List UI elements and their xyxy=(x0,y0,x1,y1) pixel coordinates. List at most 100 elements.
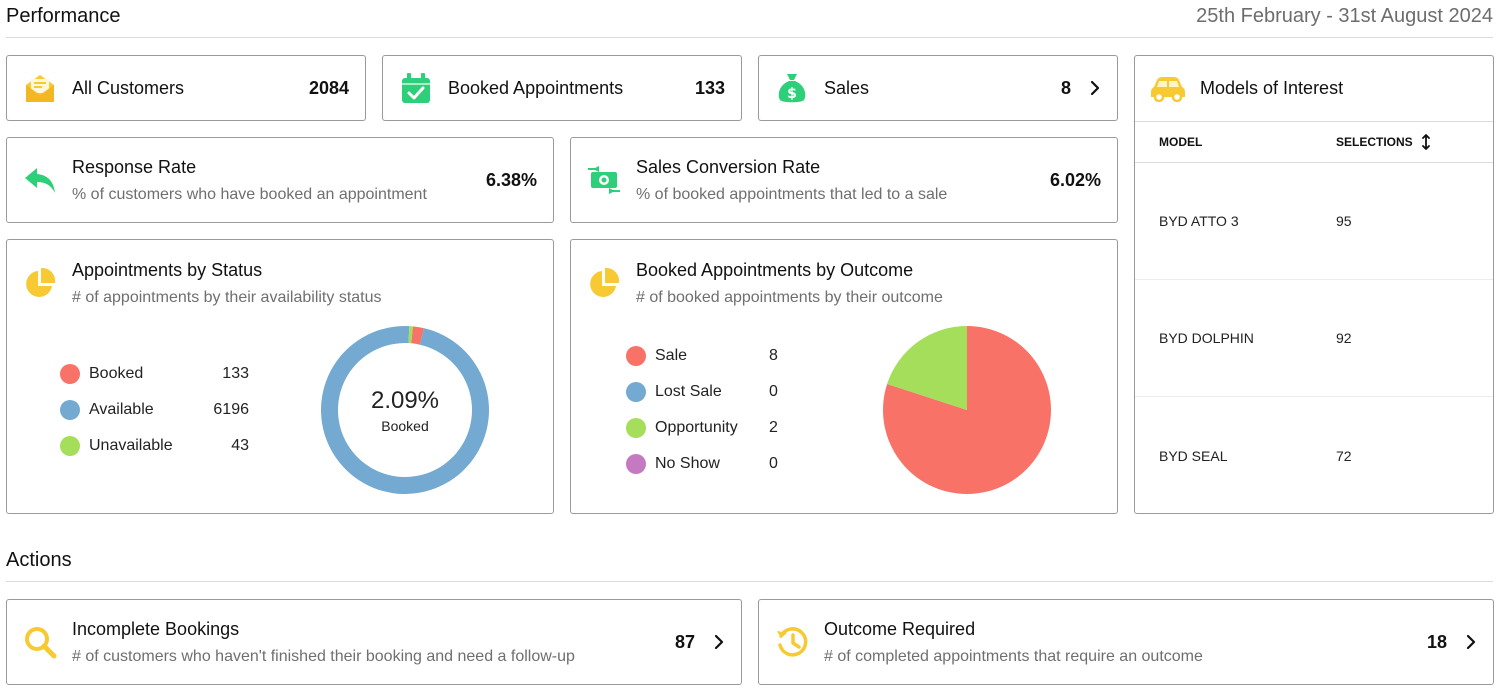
response-rate-title: Response Rate xyxy=(72,156,197,177)
incomplete-bookings-card[interactable]: Incomplete Bookings # of customers who h… xyxy=(6,599,742,685)
chevron-right-icon[interactable] xyxy=(1089,79,1101,97)
sales-value: 8 xyxy=(1060,77,1071,98)
slice-sale xyxy=(883,326,1051,495)
outcome-chart-title: Booked Appointments by Outcome xyxy=(636,260,914,280)
legend-item: Booked 133 xyxy=(60,356,249,392)
outcome-required-subtitle: # of completed appointments that require… xyxy=(824,647,1203,665)
sales-conversion-card: Sales Conversion Rate % of booked appoin… xyxy=(570,137,1118,223)
model-cell: BYD ATTO 3 xyxy=(1159,213,1239,229)
pie-chart-icon xyxy=(587,266,621,300)
model-cell: BYD DOLPHIN xyxy=(1159,330,1254,346)
chevron-right-icon[interactable] xyxy=(713,633,725,651)
performance-title: Performance xyxy=(6,5,121,27)
models-title: Models of Interest xyxy=(1200,78,1344,98)
table-row: BYD SEAL 72 xyxy=(1135,397,1493,514)
table-row: BYD ATTO 3 95 xyxy=(1135,163,1493,280)
outcome-required-card[interactable]: Outcome Required # of completed appointm… xyxy=(758,599,1494,685)
booked-appointments-value: 133 xyxy=(694,77,725,98)
money-exchange-icon xyxy=(587,163,621,197)
legend-label: Sale xyxy=(655,347,688,364)
mail-icon xyxy=(23,71,57,105)
selections-cell: 95 xyxy=(1336,213,1352,229)
model-cell: BYD SEAL xyxy=(1159,447,1228,464)
chevron-right-icon[interactable] xyxy=(1465,633,1477,651)
search-icon xyxy=(23,625,57,659)
selections-cell: 92 xyxy=(1336,330,1352,346)
donut-center-label: Booked xyxy=(381,418,428,434)
donut-center-value: 2.09% xyxy=(371,387,439,414)
slice-booked xyxy=(411,326,424,345)
legend-value: 133 xyxy=(222,365,249,382)
models-of-interest-card: Models of Interest MODEL SELECTIONS BYD … xyxy=(1134,55,1494,514)
date-range: 25th February - 31st August 2024 xyxy=(1196,5,1493,27)
legend-dot-booked xyxy=(60,364,80,384)
response-rate-value: 6.38% xyxy=(485,169,537,190)
incomplete-bookings-subtitle: # of customers who haven't finished thei… xyxy=(72,647,575,665)
legend-value: 6196 xyxy=(213,401,249,418)
incomplete-bookings-title: Incomplete Bookings xyxy=(72,618,240,639)
legend-dot-no-show xyxy=(626,454,646,474)
response-rate-card: Response Rate % of customers who have bo… xyxy=(6,137,554,223)
performance-header: Performance 25th February - 31st August … xyxy=(6,0,1493,38)
booked-appointments-label: Booked Appointments xyxy=(448,77,624,98)
car-icon xyxy=(1151,72,1185,106)
sort-icon[interactable] xyxy=(1421,134,1431,150)
reply-icon xyxy=(23,163,57,197)
legend-dot-sale xyxy=(626,346,646,366)
actions-header: Actions xyxy=(6,544,1493,582)
legend-label: Lost Sale xyxy=(655,383,722,400)
money-bag-icon: $ xyxy=(775,71,809,105)
outcome-chart-subtitle: # of booked appointments by their outcom… xyxy=(636,289,943,306)
legend-dot-available xyxy=(60,400,80,420)
legend-item: Opportunity 2 xyxy=(626,410,778,446)
legend-item: Available 6196 xyxy=(60,392,249,428)
actions-title: Actions xyxy=(6,549,72,571)
sales-label: Sales xyxy=(824,77,870,98)
calendar-check-icon xyxy=(399,71,433,105)
legend-dot-lost-sale xyxy=(626,382,646,402)
sales-conversion-value: 6.02% xyxy=(1049,169,1101,190)
incomplete-bookings-value: 87 xyxy=(674,631,695,652)
status-legend: Booked 133 Available 6196 Unavailable 43 xyxy=(60,356,249,464)
status-donut-chart: 2.09% Booked xyxy=(321,326,489,494)
legend-label: Opportunity xyxy=(655,419,738,436)
appointments-by-outcome-card: Booked Appointments by Outcome # of book… xyxy=(570,239,1118,514)
selections-cell: 72 xyxy=(1336,447,1352,464)
legend-value: 8 xyxy=(769,347,778,364)
status-chart-subtitle: # of appointments by their availability … xyxy=(72,289,382,306)
response-rate-subtitle: % of customers who have booked an appoin… xyxy=(72,185,427,203)
legend-item: Sale 8 xyxy=(626,338,778,374)
all-customers-label: All Customers xyxy=(72,77,185,98)
status-chart-title: Appointments by Status xyxy=(72,260,263,280)
slice-unavailable xyxy=(408,326,413,344)
legend-value: 0 xyxy=(769,383,778,400)
models-table-header: MODEL SELECTIONS xyxy=(1135,122,1493,163)
legend-label: No Show xyxy=(655,455,720,472)
legend-value: 2 xyxy=(769,419,778,436)
outcome-required-title: Outcome Required xyxy=(824,618,976,639)
legend-item: Lost Sale 0 xyxy=(626,374,778,410)
legend-dot-unavailable xyxy=(60,436,80,456)
slice-opportunity xyxy=(887,326,967,410)
sales-card[interactable]: $ Sales 8 xyxy=(758,55,1118,121)
legend-label: Unavailable xyxy=(89,437,173,454)
svg-text:$: $ xyxy=(787,86,797,102)
model-column-header: MODEL xyxy=(1159,135,1203,149)
legend-label: Available xyxy=(89,401,154,418)
all-customers-card[interactable]: All Customers 2084 xyxy=(6,55,366,121)
legend-label: Booked xyxy=(89,365,144,382)
outcome-pie-chart xyxy=(883,326,1051,495)
history-icon xyxy=(775,625,809,659)
legend-value: 43 xyxy=(231,437,249,454)
legend-value: 0 xyxy=(769,455,778,472)
legend-item: No Show 0 xyxy=(626,446,778,482)
selections-column-header[interactable]: SELECTIONS xyxy=(1336,134,1431,150)
legend-item: Unavailable 43 xyxy=(60,428,249,464)
sales-conversion-subtitle: % of booked appointments that led to a s… xyxy=(636,185,948,203)
selections-header-label: SELECTIONS xyxy=(1336,135,1413,149)
sales-conversion-title: Sales Conversion Rate xyxy=(636,156,821,177)
all-customers-value: 2084 xyxy=(308,77,349,98)
booked-appointments-card[interactable]: Booked Appointments 133 xyxy=(382,55,742,121)
pie-chart-icon xyxy=(23,266,57,300)
table-row: BYD DOLPHIN 92 xyxy=(1135,280,1493,397)
